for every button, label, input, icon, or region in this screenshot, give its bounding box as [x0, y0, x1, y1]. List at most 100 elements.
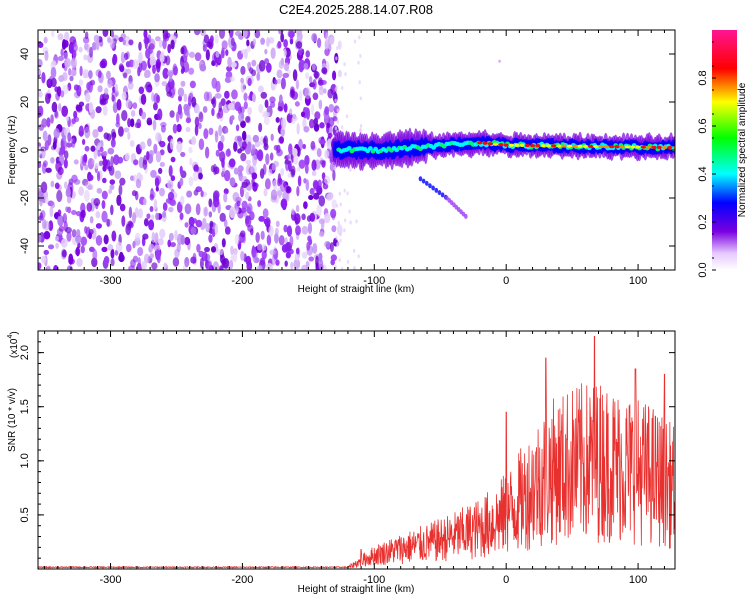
snr-y-axis: 0.5 1.0 1.5 2.0 [19, 341, 675, 559]
noise-blob [122, 39, 126, 46]
noise-blob [63, 181, 68, 190]
noise-blob [220, 98, 226, 107]
noise-blob [172, 257, 180, 267]
noise-blob-faint [357, 254, 360, 259]
noise-blob [138, 51, 143, 64]
noise-blob [229, 206, 236, 219]
noise-blob [61, 249, 67, 258]
noise-blob [78, 125, 84, 137]
noise-blob [229, 76, 235, 82]
noise-blob [241, 200, 248, 210]
noise-blob [288, 143, 293, 155]
noise-blob [55, 147, 60, 153]
noise-blob [38, 90, 43, 98]
noise-blob [133, 159, 139, 166]
noise-blob [71, 58, 76, 66]
noise-blob [252, 181, 257, 188]
noise-blob [89, 46, 94, 58]
noise-blob [184, 256, 190, 268]
noise-blob [303, 62, 309, 70]
noise-blob [83, 189, 90, 202]
noise-blob [228, 158, 236, 168]
noise-blob [332, 116, 338, 122]
noise-blob [67, 132, 72, 143]
noise-blob [192, 252, 197, 263]
noise-blob-faint [346, 259, 350, 264]
noise-blob [264, 58, 270, 65]
noise-blob [121, 110, 128, 122]
noise-blob [265, 62, 272, 73]
noise-blob [242, 30, 248, 39]
noise-blob [251, 59, 257, 67]
signal-peak [540, 144, 546, 148]
signal-peak [503, 143, 509, 147]
noise-blob [298, 90, 303, 101]
x-tick-label: 0 [503, 574, 509, 586]
snr-multiplier: (x104) [7, 331, 20, 358]
noise-blob [313, 180, 320, 192]
noise-blob [116, 113, 120, 125]
noise-blob [329, 36, 335, 45]
noise-blob [146, 86, 152, 93]
noise-blob [240, 120, 246, 129]
noise-blob [118, 126, 124, 137]
spectrogram-y-label: Frequency (Hz) [7, 116, 18, 185]
noise-blob [189, 158, 193, 166]
colorbar-gradient [712, 30, 737, 270]
noise-blob [107, 166, 113, 172]
noise-blob [73, 110, 78, 119]
noise-blob [319, 159, 326, 165]
noise-blob [164, 32, 171, 39]
spectrogram-x-label: Height of straight line (km) [298, 284, 415, 295]
noise-blob [300, 111, 306, 118]
noise-blob [121, 57, 126, 63]
noise-blob [101, 190, 108, 200]
noise-blob [131, 190, 137, 197]
noise-blob [260, 37, 266, 45]
noise-blob [266, 262, 273, 270]
noise-blob [180, 46, 185, 55]
noise-blob [103, 132, 109, 140]
noise-blob [282, 72, 290, 78]
signal-peak [646, 145, 652, 149]
noise-blob [84, 145, 90, 152]
noise-blob [304, 163, 309, 174]
noise-blob [280, 167, 285, 176]
noise-blob [143, 198, 147, 206]
noise-blob-faint [335, 235, 338, 240]
noise-blob [285, 251, 292, 259]
noise-blob [153, 102, 158, 111]
noise-blob [276, 78, 282, 85]
noise-blob [66, 195, 72, 204]
noise-blob-faint [358, 35, 361, 40]
noise-blob [43, 231, 51, 240]
noise-blob [146, 213, 151, 219]
noise-blob [114, 83, 118, 94]
noise-blob [63, 150, 69, 160]
noise-blob [62, 38, 67, 50]
noise-blob [179, 165, 183, 175]
noise-blob [252, 93, 256, 103]
noise-blob [295, 204, 300, 213]
noise-blob [296, 122, 300, 135]
noise-blob [76, 258, 83, 267]
noise-blob [110, 138, 116, 148]
noise-blob [125, 68, 132, 75]
noise-blob [184, 106, 190, 116]
noise-blob [331, 225, 337, 233]
noise-blob [91, 158, 95, 165]
noise-blob [298, 46, 303, 56]
y-tick-label: 40 [19, 48, 31, 60]
noise-blob [208, 211, 213, 218]
noise-blob [236, 200, 241, 207]
noise-blob [122, 72, 128, 79]
noise-blob [179, 195, 185, 206]
noise-blob [116, 98, 122, 111]
noise-blob [280, 198, 288, 209]
noise-blob [225, 49, 229, 57]
noise-blob [198, 122, 202, 130]
noise-blob [234, 101, 242, 112]
noise-blob [158, 237, 164, 246]
noise-blob [197, 172, 203, 180]
noise-blob [275, 259, 280, 266]
